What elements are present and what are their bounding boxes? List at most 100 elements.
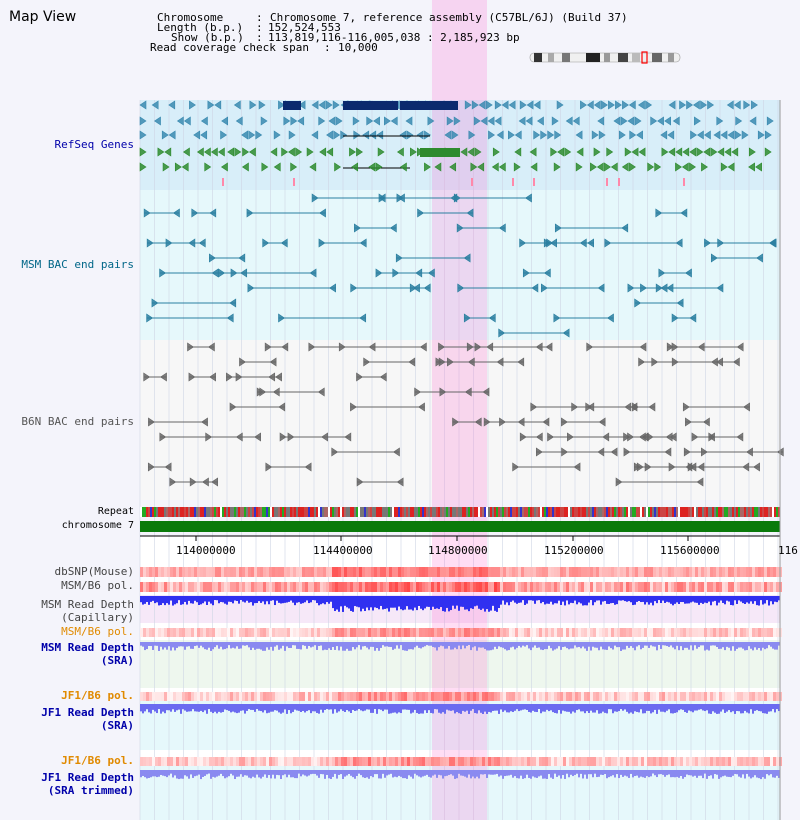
depth-bar xyxy=(562,770,564,776)
depth-bar xyxy=(532,596,534,601)
depth-bar xyxy=(154,704,156,712)
depth-bar xyxy=(666,704,668,711)
depth-bar xyxy=(652,704,654,713)
depth-bar xyxy=(322,596,324,604)
feature-arrow xyxy=(174,162,182,172)
repeat-mark xyxy=(644,507,646,517)
heat-cell xyxy=(632,628,635,637)
heat-cell xyxy=(623,628,626,637)
depth-bar xyxy=(442,770,444,779)
depth-bar xyxy=(496,704,498,711)
depth-bar xyxy=(232,642,234,648)
depth-bar xyxy=(164,642,166,648)
heat-cell xyxy=(728,757,731,766)
heat-cell xyxy=(356,692,359,701)
heat-cell xyxy=(578,757,581,766)
heat-cell xyxy=(746,757,749,766)
depth-bar xyxy=(772,770,774,778)
repeat-mark xyxy=(564,507,566,517)
heat-cell xyxy=(341,692,344,701)
depth-bar xyxy=(586,596,588,606)
feature-arrow xyxy=(264,342,272,352)
feature-arrow xyxy=(309,268,317,278)
feature-arrow xyxy=(660,130,668,140)
repeat-mark xyxy=(512,507,514,517)
heat-cell xyxy=(641,567,644,577)
feature-arrow xyxy=(530,162,538,172)
repeat-mark xyxy=(172,507,174,517)
depth-bar xyxy=(432,704,434,714)
heat-cell xyxy=(743,567,746,577)
heat-cell xyxy=(587,692,590,701)
heat-cell xyxy=(401,567,404,577)
repeat-mark xyxy=(694,507,696,517)
depth-bar xyxy=(498,596,500,609)
depth-bar xyxy=(574,704,576,713)
depth-bar xyxy=(752,704,754,714)
depth-bar xyxy=(418,596,420,606)
depth-bar xyxy=(310,770,312,775)
depth-bar xyxy=(250,770,252,779)
feature-arrow xyxy=(384,116,391,126)
depth-bar xyxy=(726,596,728,601)
repeat-mark xyxy=(162,507,164,517)
heat-cell xyxy=(626,757,629,766)
heat-cell xyxy=(542,567,545,577)
heat-cell xyxy=(149,757,152,766)
feature-arrow xyxy=(354,223,361,233)
repeat-mark xyxy=(384,507,386,517)
feature-arrow xyxy=(708,432,715,442)
depth-bar xyxy=(238,770,240,777)
track-label-jf1-depth-trimmed: JF1 Read Depth (SRA trimmed) xyxy=(41,771,134,797)
feature-arrow xyxy=(519,238,527,248)
depth-bar xyxy=(574,596,576,601)
depth-bar xyxy=(262,642,264,651)
repeat-mark xyxy=(228,507,230,517)
depth-bar xyxy=(620,642,622,651)
heat-cell xyxy=(542,582,545,592)
feature-arrow xyxy=(148,417,155,427)
depth-bar xyxy=(422,770,424,777)
repeat-mark xyxy=(748,507,750,517)
depth-bar xyxy=(240,770,242,775)
heat-cell xyxy=(593,628,596,637)
depth-bar xyxy=(708,596,710,602)
depth-bar xyxy=(712,596,714,602)
depth-bar xyxy=(324,596,326,605)
repeat-mark xyxy=(142,507,144,517)
repeat-mark xyxy=(654,507,656,517)
depth-bar xyxy=(224,642,226,650)
length-label: Length (b.p.) xyxy=(157,21,244,34)
heat-cell xyxy=(725,692,728,701)
heat-cell xyxy=(581,567,584,577)
depth-bar xyxy=(192,770,194,778)
depth-bar xyxy=(342,642,344,651)
feature-arrow xyxy=(535,447,543,457)
heat-cell xyxy=(653,757,656,766)
depth-bar xyxy=(668,704,670,710)
depth-bar xyxy=(144,642,146,651)
repeat-mark xyxy=(386,507,388,517)
heat-cell xyxy=(590,692,593,701)
depth-bar xyxy=(234,642,236,649)
feature-arrow xyxy=(356,147,363,157)
heat-cell xyxy=(662,692,665,701)
feature-arrow xyxy=(597,116,605,126)
depth-bar xyxy=(368,770,370,779)
heat-cell xyxy=(509,757,512,766)
heat-cell xyxy=(677,567,680,577)
depth-bar xyxy=(546,642,548,650)
depth-bar xyxy=(398,596,400,607)
depth-bar xyxy=(706,704,708,711)
repeat-mark xyxy=(262,507,264,517)
heat-cell xyxy=(752,692,755,701)
depth-bar xyxy=(520,770,522,776)
heat-cell xyxy=(530,567,533,577)
depth-bar xyxy=(356,596,358,607)
feature-arrow xyxy=(766,116,774,126)
depth-bar xyxy=(376,704,378,714)
heat-cell xyxy=(287,757,290,766)
depth-bar xyxy=(694,770,696,776)
depth-bar xyxy=(582,770,584,779)
